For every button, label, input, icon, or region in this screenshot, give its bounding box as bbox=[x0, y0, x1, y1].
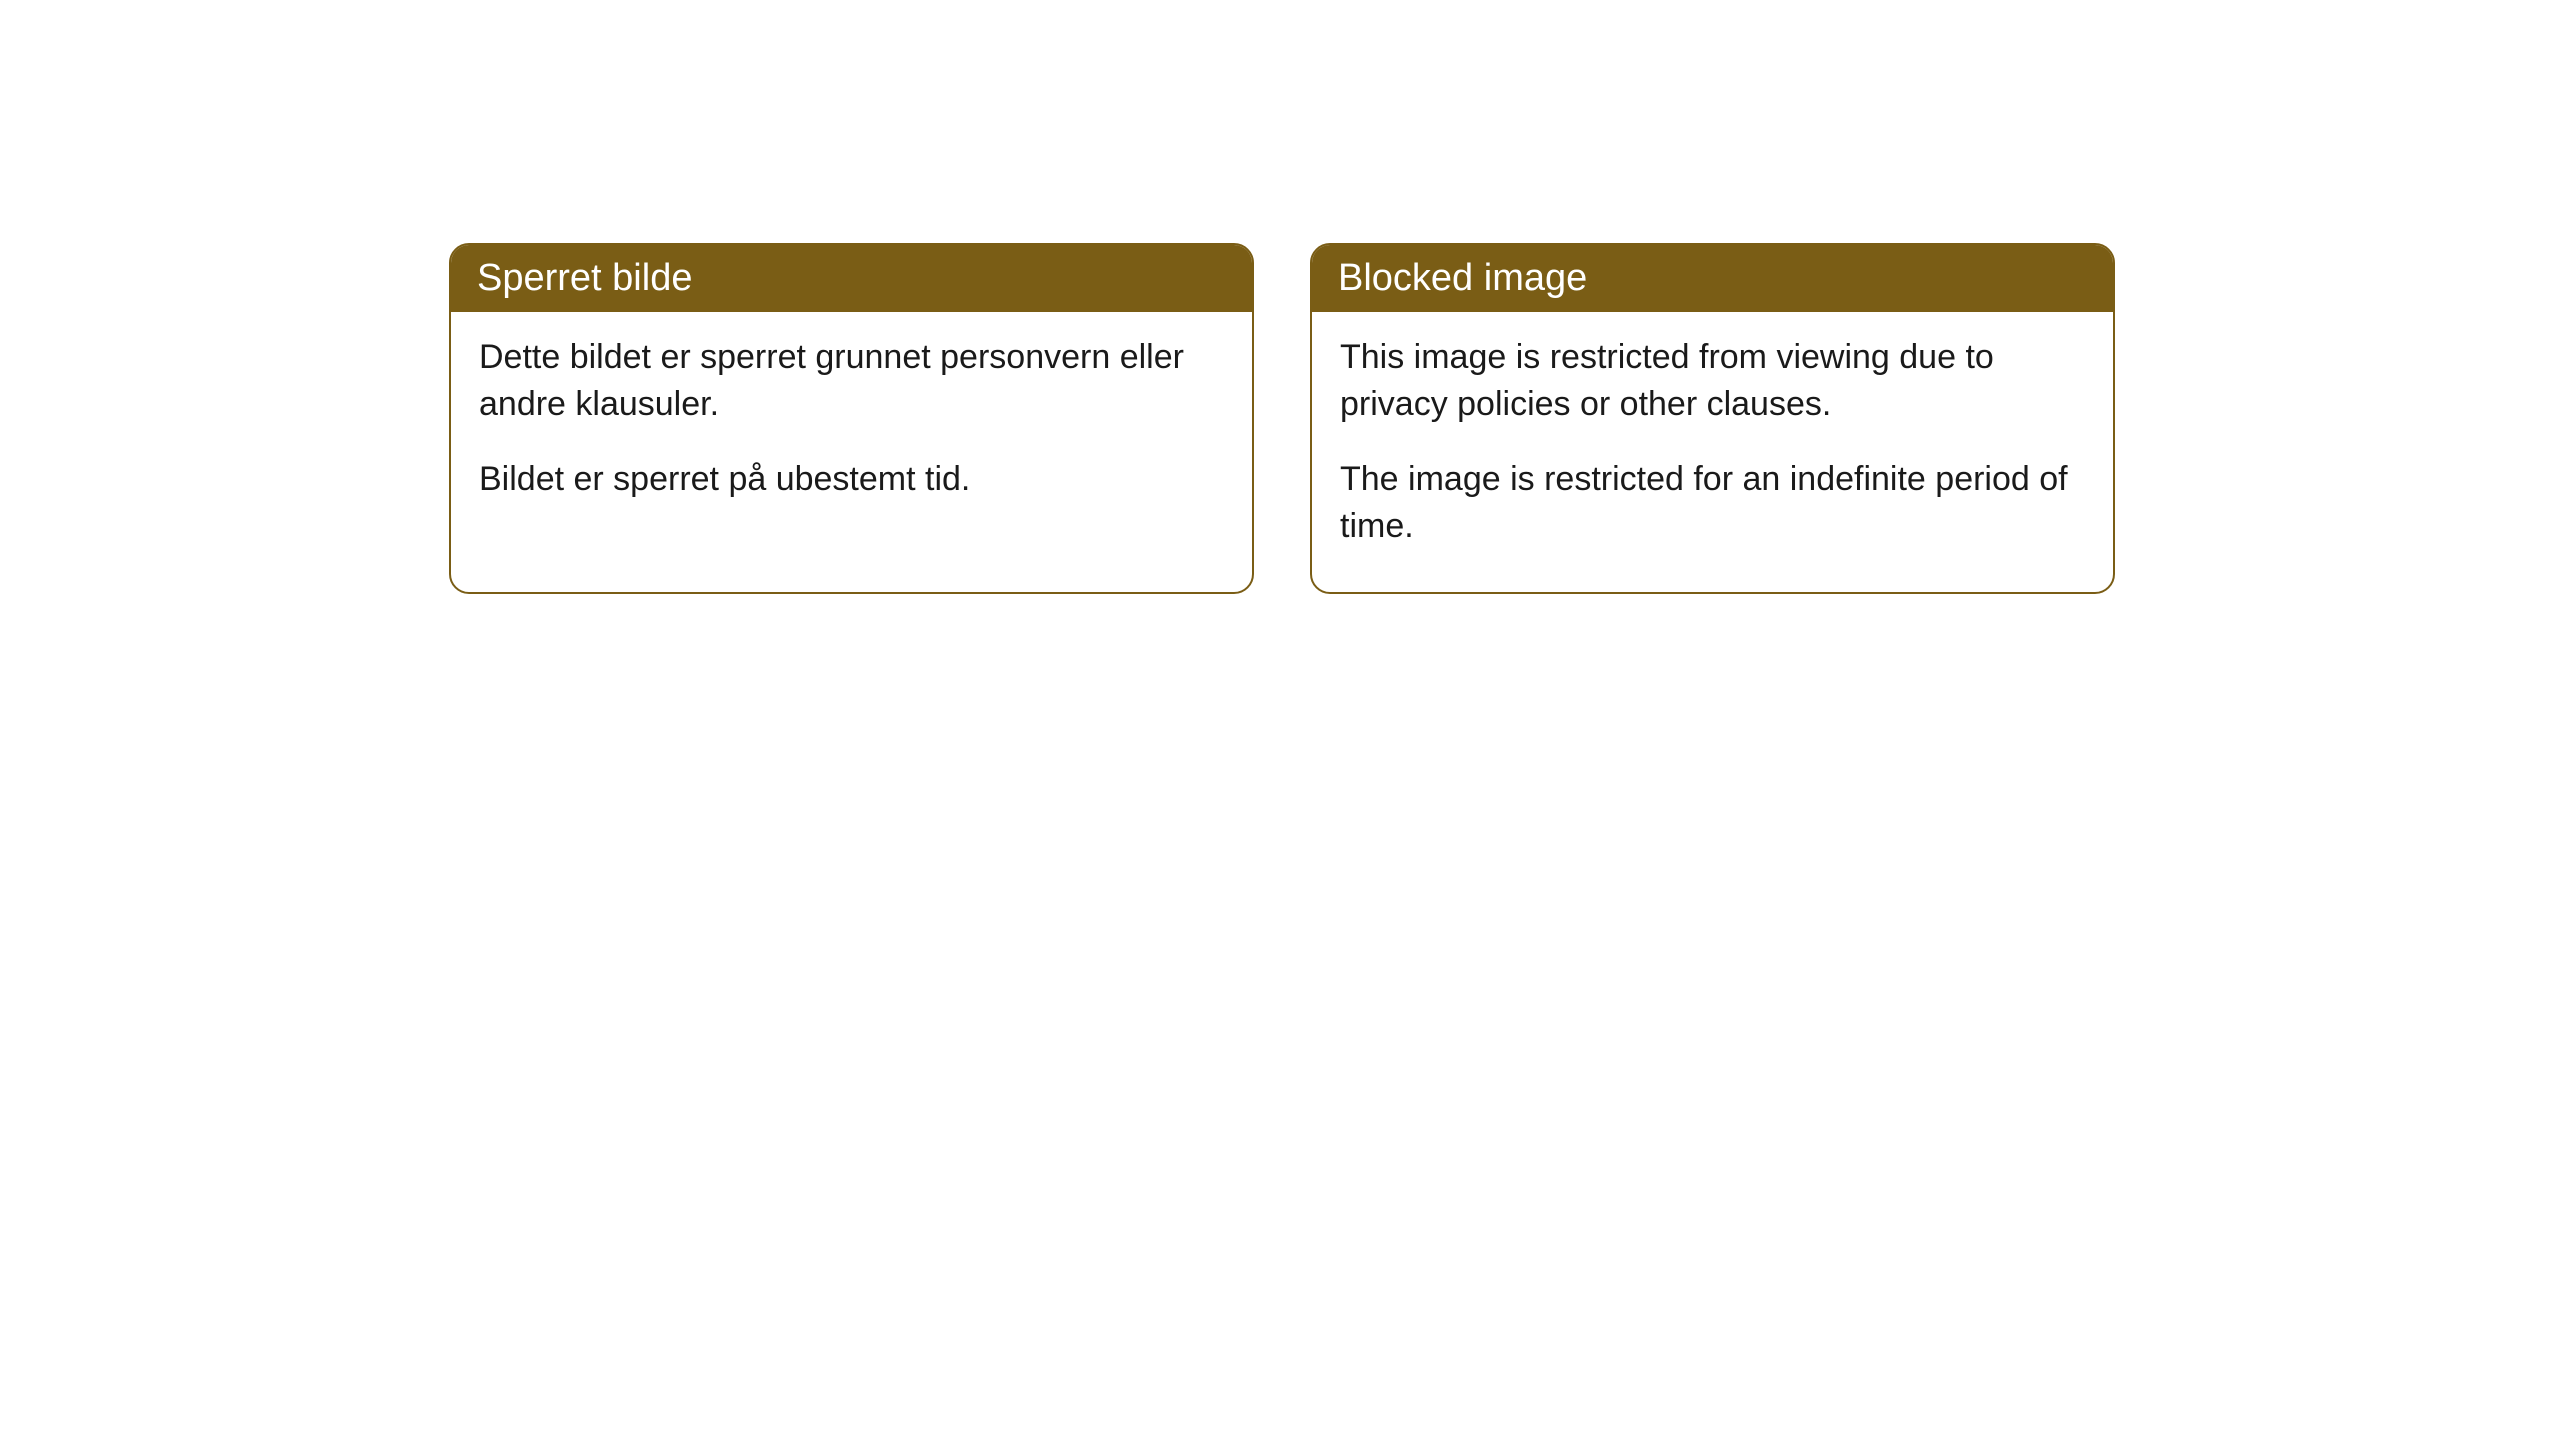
card-title: Sperret bilde bbox=[477, 257, 692, 299]
card-header-english: Blocked image bbox=[1312, 245, 2113, 312]
card-body-english: This image is restricted from viewing du… bbox=[1312, 312, 2113, 592]
notice-cards-container: Sperret bilde Dette bildet er sperret gr… bbox=[449, 243, 2115, 594]
card-paragraph: This image is restricted from viewing du… bbox=[1340, 334, 2085, 428]
card-header-norwegian: Sperret bilde bbox=[451, 245, 1252, 312]
card-paragraph: Bildet er sperret på ubestemt tid. bbox=[479, 456, 1224, 503]
notice-card-norwegian: Sperret bilde Dette bildet er sperret gr… bbox=[449, 243, 1254, 594]
notice-card-english: Blocked image This image is restricted f… bbox=[1310, 243, 2115, 594]
card-paragraph: Dette bildet er sperret grunnet personve… bbox=[479, 334, 1224, 428]
card-body-norwegian: Dette bildet er sperret grunnet personve… bbox=[451, 312, 1252, 545]
card-paragraph: The image is restricted for an indefinit… bbox=[1340, 456, 2085, 550]
card-title: Blocked image bbox=[1338, 257, 1587, 299]
